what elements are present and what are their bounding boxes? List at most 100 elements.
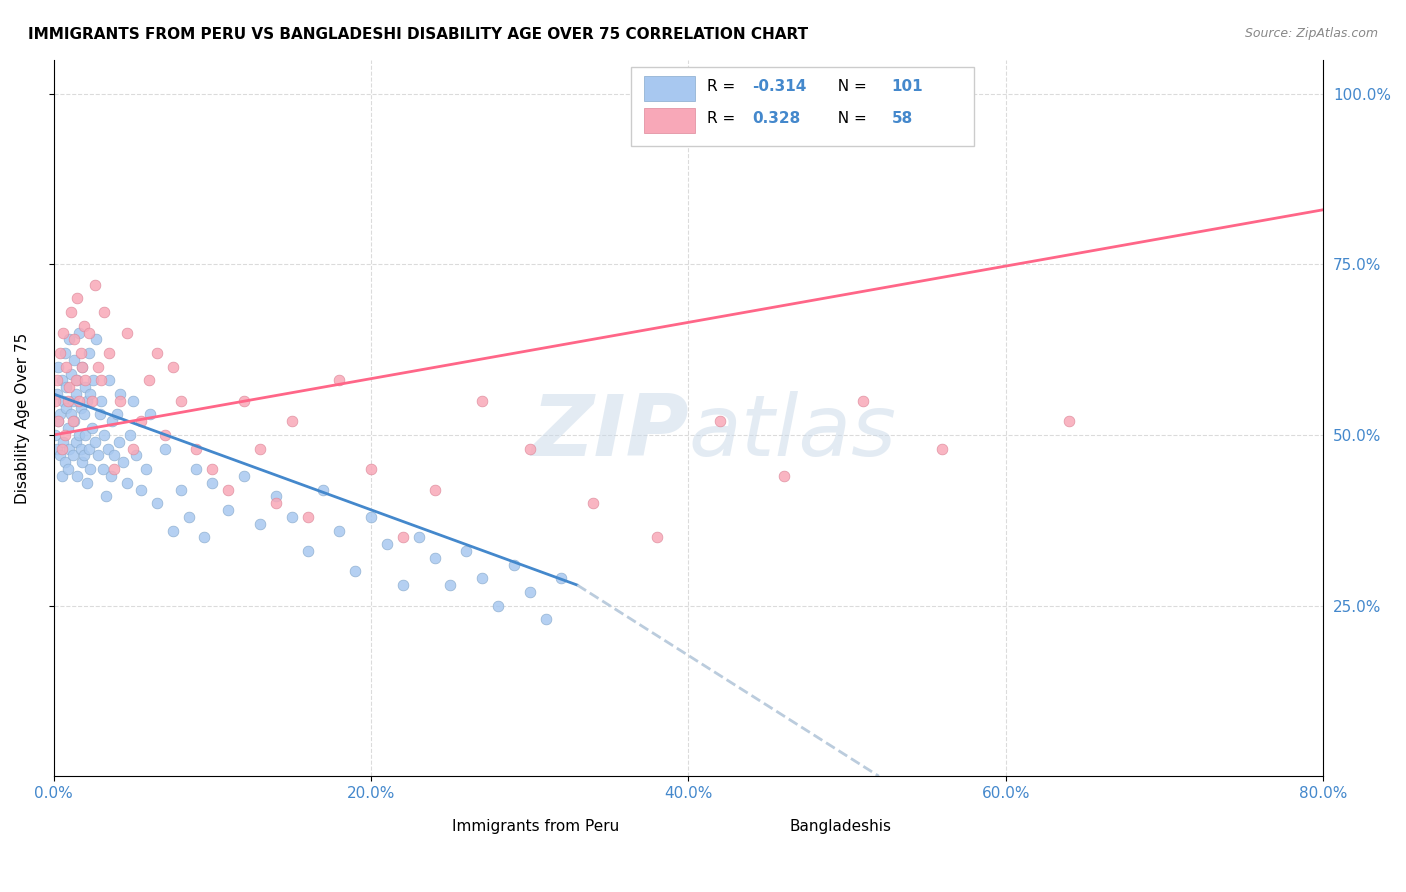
- Text: -0.314: -0.314: [752, 79, 806, 95]
- Point: [90, 393, 112, 408]
- Y-axis label: Disability Age Over 75: Disability Age Over 75: [15, 332, 30, 503]
- FancyBboxPatch shape: [644, 76, 695, 101]
- Point: [169, 393, 191, 408]
- Point: [264, 489, 287, 503]
- Point: [456, 544, 478, 558]
- Point: [62, 393, 84, 408]
- Point: [76, 393, 98, 408]
- Point: [66, 469, 89, 483]
- Point: [852, 393, 875, 408]
- Point: [297, 509, 319, 524]
- Point: [86, 333, 108, 347]
- Point: [177, 509, 200, 524]
- Point: [169, 483, 191, 497]
- Point: [58, 380, 80, 394]
- Point: [87, 359, 110, 374]
- Point: [264, 496, 287, 510]
- Point: [249, 516, 271, 531]
- Point: [534, 612, 557, 626]
- Point: [645, 530, 668, 544]
- Point: [201, 475, 224, 490]
- Point: [60, 408, 83, 422]
- Point: [70, 359, 93, 374]
- Text: N =: N =: [828, 79, 872, 95]
- Point: [297, 544, 319, 558]
- Point: [77, 442, 100, 456]
- Point: [49, 346, 72, 360]
- Point: [249, 442, 271, 456]
- Point: [709, 414, 731, 428]
- Point: [70, 455, 93, 469]
- Point: [56, 393, 79, 408]
- Point: [423, 483, 446, 497]
- Point: [83, 434, 105, 449]
- Point: [360, 462, 382, 476]
- Point: [60, 367, 83, 381]
- Point: [233, 469, 256, 483]
- Point: [98, 373, 121, 387]
- Point: [439, 578, 461, 592]
- Point: [49, 408, 72, 422]
- Point: [186, 442, 208, 456]
- Point: [79, 387, 101, 401]
- Point: [101, 414, 124, 428]
- FancyBboxPatch shape: [714, 801, 778, 822]
- Point: [129, 483, 152, 497]
- Point: [48, 414, 70, 428]
- Point: [55, 380, 77, 394]
- Point: [118, 428, 141, 442]
- Point: [519, 442, 541, 456]
- Point: [217, 483, 239, 497]
- Point: [97, 442, 120, 456]
- Point: [550, 571, 572, 585]
- Point: [52, 434, 75, 449]
- Point: [58, 333, 80, 347]
- Point: [94, 489, 117, 503]
- Point: [115, 326, 138, 340]
- Point: [93, 428, 115, 442]
- Point: [66, 292, 89, 306]
- Point: [55, 359, 77, 374]
- Point: [93, 305, 115, 319]
- Point: [100, 469, 122, 483]
- Point: [75, 373, 97, 387]
- Text: 0.328: 0.328: [752, 111, 800, 126]
- Point: [122, 393, 145, 408]
- Point: [328, 373, 350, 387]
- Point: [519, 585, 541, 599]
- Point: [45, 373, 67, 387]
- Point: [502, 558, 524, 572]
- Point: [375, 537, 398, 551]
- Point: [280, 414, 302, 428]
- Point: [103, 449, 125, 463]
- Point: [62, 414, 84, 428]
- Point: [486, 599, 509, 613]
- Point: [217, 503, 239, 517]
- Point: [471, 393, 494, 408]
- Point: [73, 449, 96, 463]
- Point: [49, 449, 72, 463]
- Text: Source: ZipAtlas.com: Source: ZipAtlas.com: [1244, 27, 1378, 40]
- Point: [44, 428, 66, 442]
- Point: [45, 442, 67, 456]
- Point: [135, 462, 157, 476]
- Point: [48, 414, 70, 428]
- Text: Immigrants from Peru: Immigrants from Peru: [453, 819, 620, 834]
- Point: [98, 346, 121, 360]
- Point: [51, 469, 73, 483]
- Point: [53, 455, 76, 469]
- Point: [80, 421, 103, 435]
- Point: [162, 359, 184, 374]
- Point: [73, 408, 96, 422]
- Point: [77, 326, 100, 340]
- Text: R =: R =: [707, 79, 741, 95]
- Point: [90, 373, 112, 387]
- Point: [89, 408, 111, 422]
- Point: [280, 509, 302, 524]
- Point: [153, 442, 176, 456]
- Point: [73, 318, 96, 333]
- Point: [233, 393, 256, 408]
- Point: [63, 414, 86, 428]
- Point: [115, 475, 138, 490]
- Point: [344, 565, 367, 579]
